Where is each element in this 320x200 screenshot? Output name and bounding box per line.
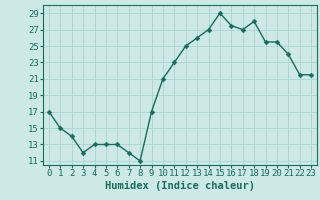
X-axis label: Humidex (Indice chaleur): Humidex (Indice chaleur): [105, 181, 255, 191]
